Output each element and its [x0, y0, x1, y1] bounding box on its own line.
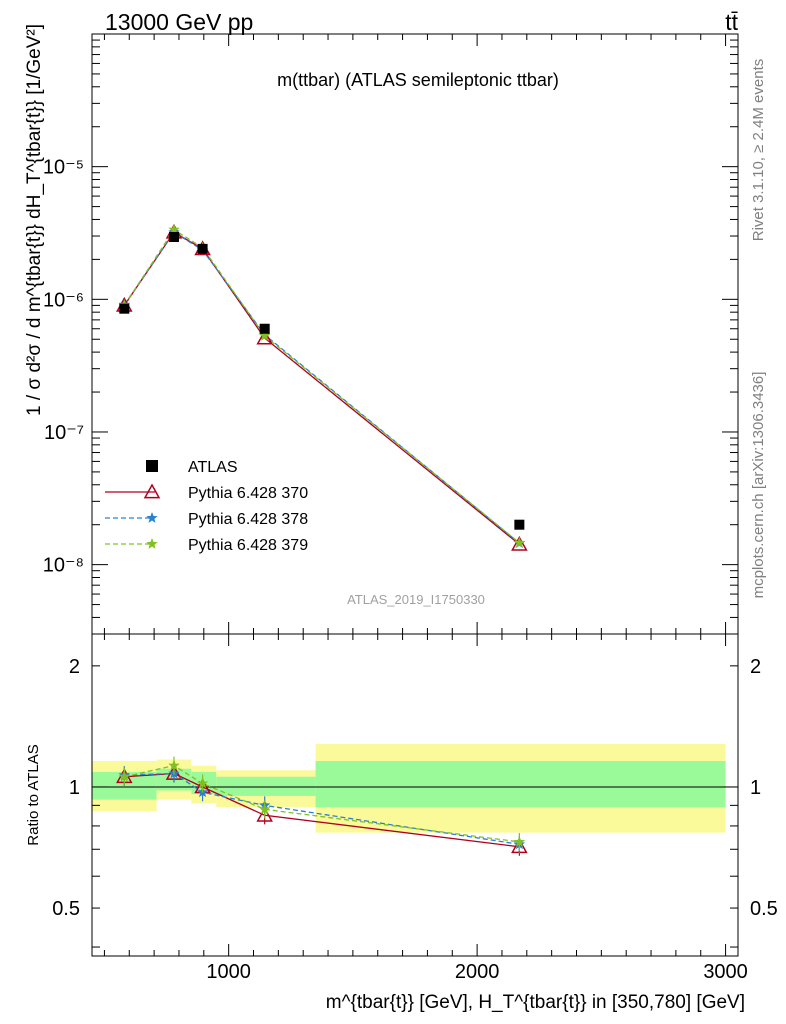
data-point-star	[168, 223, 180, 235]
data-point-star	[118, 770, 130, 782]
legend-label: ATLAS	[188, 459, 238, 476]
plot-frame	[91, 633, 739, 957]
data-point-star	[196, 777, 209, 789]
y-tick-label-right: 0.5	[750, 898, 778, 920]
mcplots-label: mcplots.cern.ch [arXiv:1306.3436]	[750, 372, 767, 599]
legend-label: Pythia 6.428 379	[188, 537, 308, 554]
ratio-band-inner	[216, 776, 316, 796]
analysis-label: ATLAS_2019_I1750330	[347, 592, 485, 607]
data-point-square	[514, 519, 525, 530]
ratio-band-inner	[315, 761, 726, 808]
plot-title: m(ttbar) (ATLAS semileptonic ttbar)	[277, 70, 559, 90]
y-tick-label: 10⁻⁷	[44, 422, 84, 444]
data-point-square	[259, 323, 270, 334]
data-point-star	[259, 329, 271, 341]
x-axis-label: m^{tbar{t}} [GeV], H_T^{tbar{t}} in [350…	[326, 992, 745, 1013]
x-tick-label: 2000	[455, 961, 500, 983]
y-tick-label: 10⁻⁵	[43, 157, 84, 179]
data-point-square	[197, 243, 208, 254]
y-tick-label: 2	[69, 656, 80, 678]
data-point-star	[259, 803, 271, 815]
data-point-triangle	[511, 535, 528, 551]
main-plot-panel: m(ttbar) (ATLAS semileptonic ttbar) ATLA…	[24, 24, 739, 635]
y-tick-label: 10⁻⁸	[43, 555, 84, 577]
x-tick-label: 3000	[703, 961, 748, 983]
x-tick-label: 1000	[206, 961, 251, 983]
legend-label: Pythia 6.428 370	[188, 485, 308, 502]
process-label: tt̄	[725, 9, 738, 35]
data-point-star	[513, 536, 526, 548]
ratio-y-axis-label: Ratio to ATLAS	[25, 744, 42, 845]
y-tick-label: 0.5	[52, 898, 80, 920]
data-point-star	[168, 759, 180, 771]
data-point-square	[119, 303, 130, 314]
y-axis-label: 1 / σ d²σ / d m^{tbar{t}} dH_T^{tbar{t}}…	[24, 24, 45, 416]
data-point-star	[513, 835, 526, 847]
rivet-label: Rivet 3.1.10, ≥ 2.4M events	[750, 59, 767, 242]
data-point-triangle	[256, 329, 273, 345]
legend: ATLAS Pythia 6.428 370 Pythia 6.428 378 Pyt…	[105, 459, 308, 554]
y-tick-label-right: 1	[750, 777, 761, 799]
y-tick-label: 10⁻⁶	[43, 289, 84, 311]
data-point-star	[146, 538, 158, 549]
data-point-star	[146, 512, 158, 523]
energy-label: 13000 GeV pp	[105, 9, 253, 35]
data-point-triangle	[256, 806, 273, 822]
ratio-plot-panel: 0.5 1 2 0.5 1 2 1000 2000 3000 Ratio to ATLAS	[25, 633, 778, 983]
y-tick-label: 1	[69, 777, 80, 799]
data-point-square	[168, 231, 179, 242]
data-point-triangle	[143, 483, 161, 499]
data-point-square	[146, 460, 158, 472]
y-tick-label-right: 2	[750, 656, 761, 678]
series-line	[123, 231, 520, 545]
legend-label: Pythia 6.428 378	[188, 511, 308, 528]
